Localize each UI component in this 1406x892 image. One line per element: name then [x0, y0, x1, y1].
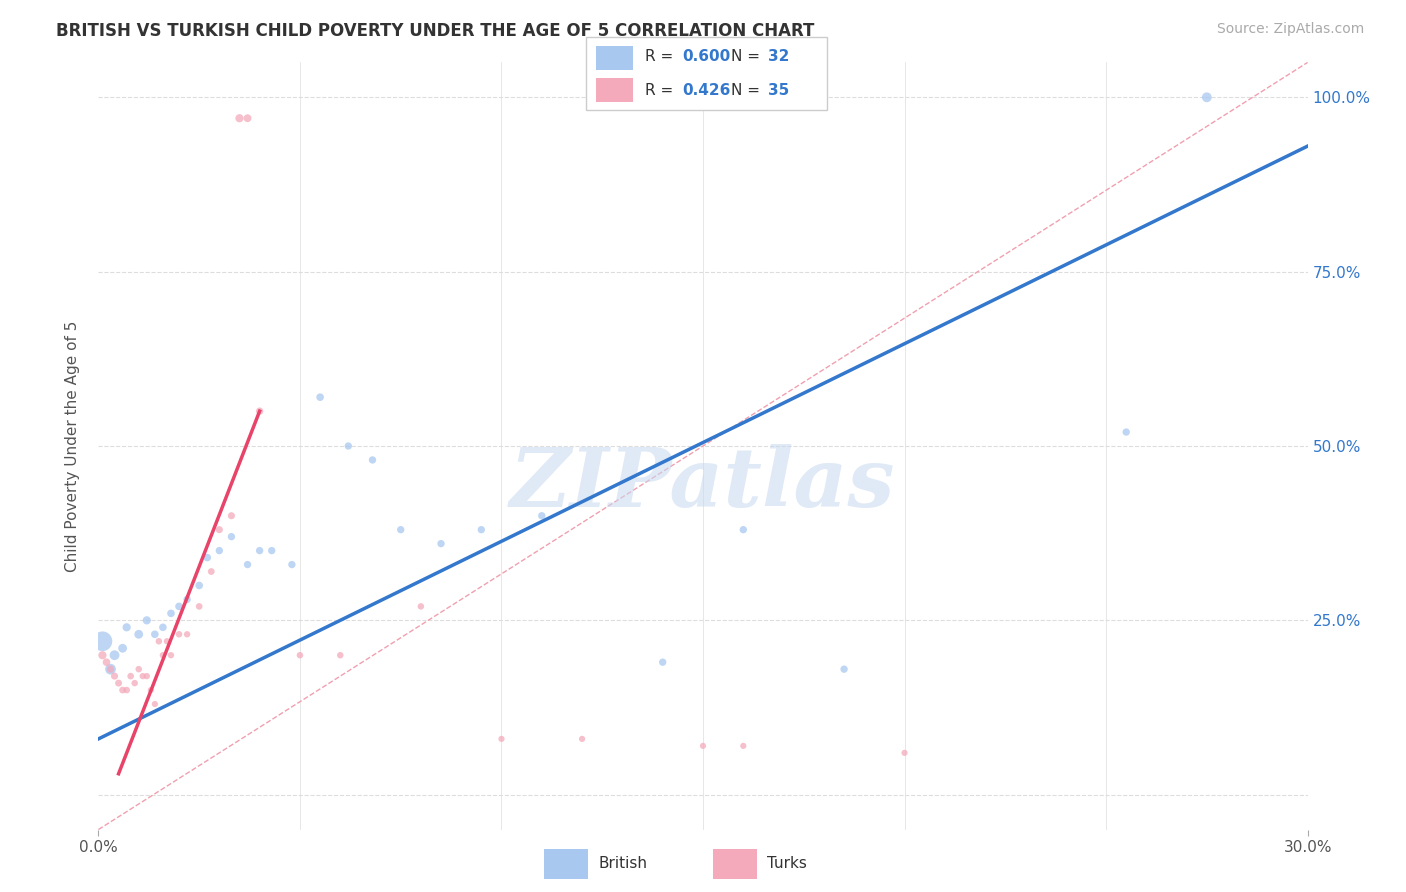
Text: N =: N =	[731, 49, 765, 64]
Point	[832, 662, 855, 676]
Point	[103, 648, 125, 663]
Point	[188, 578, 211, 592]
Text: 32: 32	[768, 49, 789, 64]
Point	[329, 648, 352, 663]
Point	[160, 648, 183, 663]
Point	[651, 655, 673, 669]
Point	[1115, 425, 1137, 439]
Point	[167, 627, 190, 641]
Point	[91, 634, 114, 648]
Point	[208, 543, 231, 558]
Point	[409, 599, 432, 614]
Point	[200, 565, 222, 579]
Point	[135, 669, 157, 683]
Text: ZIPatlas: ZIPatlas	[510, 444, 896, 524]
Point	[111, 641, 134, 656]
Point	[167, 599, 190, 614]
Text: R =: R =	[645, 49, 678, 64]
Point	[491, 731, 513, 746]
Point	[470, 523, 492, 537]
Point	[115, 620, 138, 634]
Point	[152, 648, 174, 663]
Text: N =: N =	[731, 83, 765, 98]
Point	[221, 530, 243, 544]
Text: Source: ZipAtlas.com: Source: ZipAtlas.com	[1216, 22, 1364, 37]
Point	[107, 676, 129, 690]
FancyBboxPatch shape	[586, 37, 827, 110]
Point	[692, 739, 714, 753]
Point	[260, 543, 283, 558]
Point	[221, 508, 243, 523]
Point	[160, 607, 183, 621]
Point	[176, 627, 198, 641]
Point	[128, 662, 150, 676]
Point	[281, 558, 304, 572]
Text: 0.600: 0.600	[682, 49, 730, 64]
FancyBboxPatch shape	[713, 849, 756, 880]
Point	[120, 669, 142, 683]
Point	[188, 599, 211, 614]
Y-axis label: Child Poverty Under the Age of 5: Child Poverty Under the Age of 5	[65, 320, 80, 572]
Point	[139, 683, 162, 698]
FancyBboxPatch shape	[596, 45, 633, 70]
Text: BRITISH VS TURKISH CHILD POVERTY UNDER THE AGE OF 5 CORRELATION CHART: BRITISH VS TURKISH CHILD POVERTY UNDER T…	[56, 22, 814, 40]
Point	[893, 746, 915, 760]
Point	[288, 648, 311, 663]
Point	[91, 648, 114, 663]
Point	[115, 683, 138, 698]
Point	[733, 523, 755, 537]
Text: Turks: Turks	[768, 855, 807, 871]
Point	[1195, 90, 1218, 104]
Point	[128, 627, 150, 641]
Point	[132, 669, 155, 683]
Point	[100, 662, 122, 676]
Point	[111, 683, 134, 698]
Point	[430, 536, 453, 550]
Point	[195, 550, 218, 565]
Point	[135, 613, 157, 627]
Point	[228, 112, 250, 126]
Point	[309, 390, 332, 404]
Point	[361, 453, 384, 467]
Text: R =: R =	[645, 83, 678, 98]
Point	[571, 731, 593, 746]
Point	[236, 112, 259, 126]
Point	[249, 404, 271, 418]
Point	[124, 676, 146, 690]
Point	[337, 439, 360, 453]
FancyBboxPatch shape	[544, 849, 588, 880]
Point	[236, 558, 259, 572]
Text: 35: 35	[768, 83, 789, 98]
Text: British: British	[599, 855, 647, 871]
Point	[249, 543, 271, 558]
Point	[530, 508, 553, 523]
Point	[733, 739, 755, 753]
Point	[96, 655, 118, 669]
Point	[103, 669, 125, 683]
Point	[156, 634, 179, 648]
Text: 0.426: 0.426	[682, 83, 730, 98]
Point	[100, 662, 122, 676]
FancyBboxPatch shape	[596, 78, 633, 103]
Point	[176, 592, 198, 607]
Point	[152, 620, 174, 634]
Point	[143, 627, 166, 641]
Point	[143, 697, 166, 711]
Point	[208, 523, 231, 537]
Point	[148, 634, 170, 648]
Point	[389, 523, 412, 537]
